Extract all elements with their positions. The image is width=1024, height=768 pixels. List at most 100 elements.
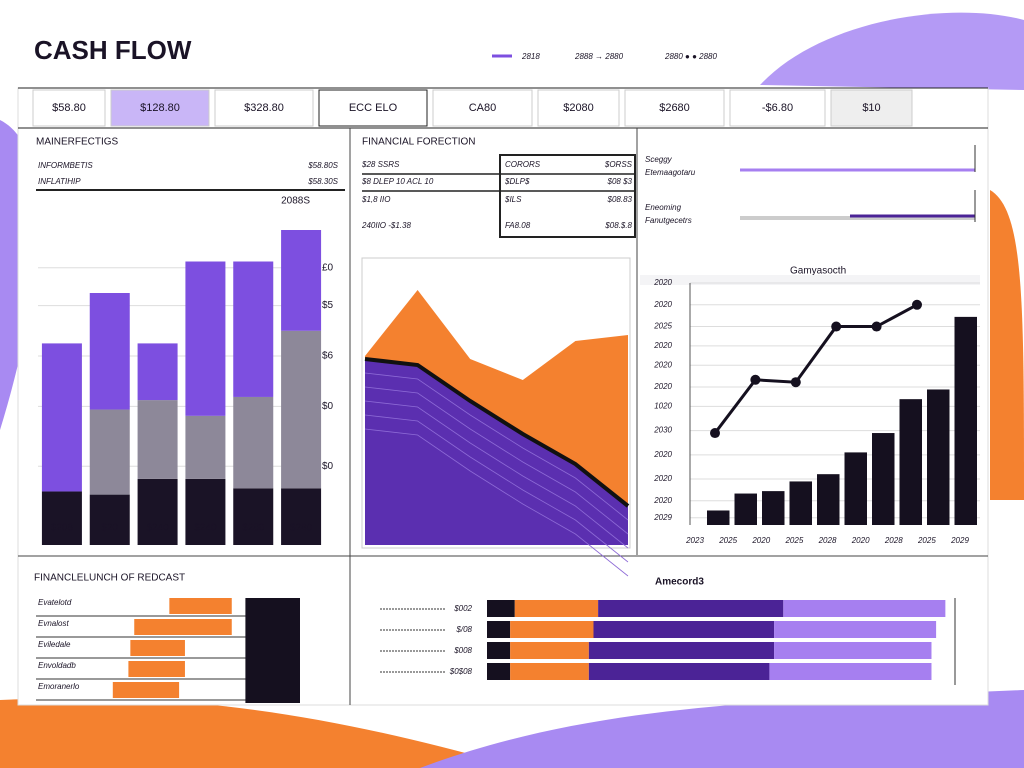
y-tick-label: 2030: [653, 426, 672, 435]
line: [713, 303, 918, 434]
kpi-cell: [537, 89, 620, 127]
bar: [245, 661, 300, 682]
item-label: Eneoming: [645, 203, 682, 212]
table-cell: $ORSS: [604, 160, 633, 169]
bar: [245, 682, 300, 703]
bar-segment: [185, 261, 226, 416]
kpi-cell: [214, 89, 314, 127]
bar-segment: [510, 642, 589, 659]
table-cell: $8 DLEP 10 ACL 10: [361, 177, 434, 186]
y-tick-label: $0: [322, 461, 334, 472]
item-sub: Fanutgecetrs: [645, 216, 692, 225]
kpi-value: ECC ELO: [349, 102, 398, 114]
legend-item: 2818: [521, 52, 540, 61]
bar-segment: [137, 478, 178, 545]
bar-segment: [510, 621, 594, 638]
kpi-value: $2080: [563, 102, 594, 114]
bar-segment: [588, 663, 770, 680]
kpi-value: $328.80: [244, 102, 284, 114]
x-tick-label: 2028: [818, 536, 837, 545]
note: 2088S: [281, 196, 310, 207]
bar: [762, 491, 785, 525]
table-cell: 240IIO -$1.38: [361, 221, 411, 230]
bar-segment: [41, 343, 82, 492]
table-cell: CORORS: [505, 160, 541, 169]
bar-label: $240: [194, 523, 217, 534]
kpi-cell: [432, 89, 533, 127]
y-tick-label: 2020: [653, 300, 672, 309]
panel-title: Amecord3: [655, 577, 704, 588]
contour: [364, 400, 629, 549]
bar: [734, 493, 757, 525]
bar-segment: [281, 488, 322, 545]
y-tick-label: 2020: [653, 360, 672, 369]
x-tick-label: 2025: [917, 536, 936, 545]
line-point: [790, 377, 801, 388]
bg-blob: [420, 690, 1024, 768]
table-cell: $08.83: [607, 195, 633, 204]
y-tick-label: 2020: [653, 496, 672, 505]
bar: [844, 452, 867, 525]
row-label: $008: [453, 646, 472, 655]
panel-title: FINANCLELUNCH OF REDCAST: [34, 573, 185, 584]
bar-segment: [487, 663, 511, 680]
line-point: [912, 299, 922, 310]
bar: [899, 399, 922, 525]
y-tick-label: 2020: [653, 450, 672, 459]
row-value: $58.30S: [307, 177, 338, 186]
bar: [128, 661, 185, 677]
table-box: [499, 154, 636, 238]
y-tick-label: 2020: [653, 278, 672, 287]
bar-segment: [281, 330, 322, 489]
y-tick-label: $5: [322, 300, 334, 311]
x-tick-label: 2020: [851, 536, 870, 545]
bar-segment: [89, 494, 130, 545]
bar-segment: [89, 409, 130, 495]
item-sub: Etemaagotaru: [645, 168, 696, 177]
row-label: $002: [453, 604, 472, 613]
bg-blob: [760, 12, 1024, 90]
row-label: Evnalost: [38, 619, 69, 628]
bar: [169, 598, 232, 614]
row-label: $/08: [455, 625, 472, 634]
bar-segment: [185, 415, 226, 479]
bar-label: $208: [51, 523, 74, 534]
bar: [927, 389, 950, 525]
kpi-cell: [624, 89, 725, 127]
bar-segment: [137, 400, 178, 479]
table-cell: $DLP$: [504, 177, 530, 186]
contour: [364, 372, 629, 521]
bar-label: $20: [101, 523, 118, 534]
bar: [872, 433, 895, 525]
kpi-value: -$6.80: [762, 102, 793, 114]
bg-blob: [990, 190, 1024, 500]
x-tick-label: 2028: [884, 536, 903, 545]
x-tick-label: 2023: [685, 536, 704, 545]
y-tick-label: 2020: [653, 382, 672, 391]
y-tick-label: 1020: [654, 402, 672, 411]
kpi-cell: [32, 89, 106, 127]
bar-segment: [233, 261, 274, 397]
bar-segment: [487, 600, 515, 617]
bar-label: $240: [146, 523, 169, 534]
bar: [954, 316, 977, 525]
bar-segment: [783, 600, 946, 617]
bar-segment: [487, 621, 511, 638]
chart-frame: [361, 257, 631, 549]
bar-segment: [41, 491, 82, 545]
x-tick-label: 2025: [718, 536, 737, 545]
line-point: [710, 428, 720, 439]
y-tick-label: 2025: [653, 322, 672, 331]
table-cell: $28 SSRS: [361, 160, 400, 169]
bar-label: $280: [242, 523, 265, 534]
bar-segment: [598, 600, 784, 617]
bar: [245, 619, 300, 640]
line-point: [871, 321, 882, 332]
kpi-value: $58.80: [52, 102, 86, 114]
bar-segment: [487, 642, 511, 659]
bar-segment: [233, 488, 274, 545]
panel-title: FINANCIAL FORECTION: [362, 137, 476, 148]
bar-segment: [510, 663, 589, 680]
y-tick-label: $0: [322, 401, 334, 412]
row-label: Emoranerlo: [38, 682, 80, 691]
